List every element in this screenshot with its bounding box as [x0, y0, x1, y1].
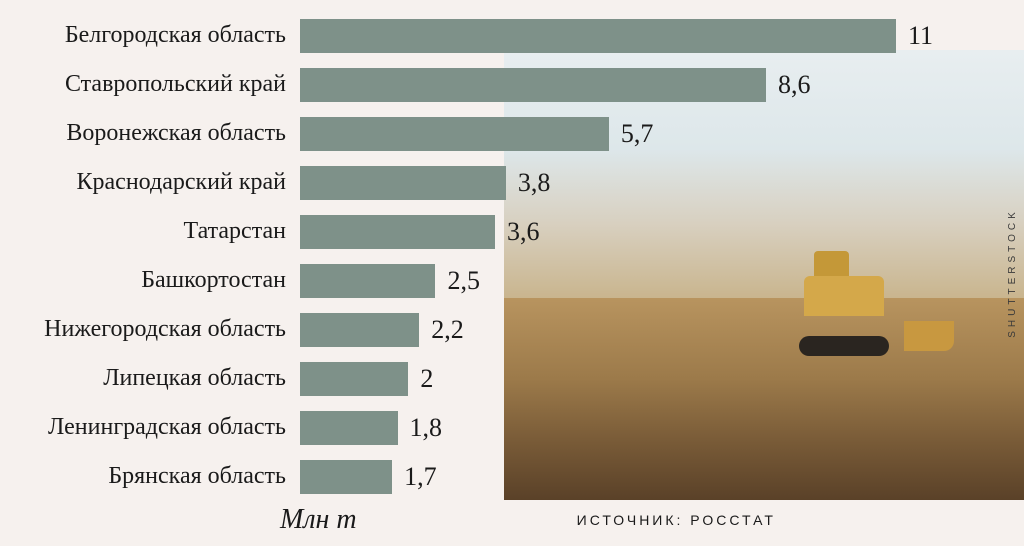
bar-wrap: 11: [300, 19, 950, 53]
photo-credit: SHUTTERSTOCK: [1007, 208, 1018, 338]
region-label: Брянская область: [0, 463, 300, 490]
bar-wrap: 2,5: [300, 264, 950, 298]
bar-row: Ленинградская область 1,8: [0, 404, 950, 451]
bar-wrap: 1,7: [300, 460, 950, 494]
bar: [300, 362, 408, 396]
bar-wrap: 3,8: [300, 166, 950, 200]
bar-wrap: 1,8: [300, 411, 950, 445]
bar-value: 2,5: [447, 266, 480, 296]
bar-value: 5,7: [621, 119, 654, 149]
bar-value: 8,6: [778, 70, 811, 100]
bar-wrap: 2,2: [300, 313, 950, 347]
bar-wrap: 8,6: [300, 68, 950, 102]
region-label: Краснодарский край: [0, 169, 300, 196]
bar: [300, 460, 392, 494]
region-label: Ленинградская область: [0, 414, 300, 441]
region-label: Нижегородская область: [0, 316, 300, 343]
bar: [300, 313, 419, 347]
bar: [300, 68, 766, 102]
region-label: Ставропольский край: [0, 71, 300, 98]
bar: [300, 117, 609, 151]
source-label: ИСТОЧНИК: РОССТАТ: [577, 512, 776, 528]
horizontal-bar-chart: Белгородская область 11 Ставропольский кра…: [0, 12, 950, 502]
region-label: Липецкая область: [0, 365, 300, 392]
bar: [300, 215, 495, 249]
bar-row: Воронежская область 5,7: [0, 110, 950, 157]
chart-footer: Млн т ИСТОЧНИК: РОССТАТ: [280, 504, 980, 536]
bar-wrap: 2: [300, 362, 950, 396]
bar-row: Белгородская область 11: [0, 12, 950, 59]
bar-value: 2,2: [431, 315, 464, 345]
bar-row: Краснодарский край 3,8: [0, 159, 950, 206]
bar-row: Татарстан 3,6: [0, 208, 950, 255]
region-label: Воронежская область: [0, 120, 300, 147]
bar-row: Брянская область 1,7: [0, 453, 950, 500]
bar: [300, 264, 435, 298]
bar: [300, 19, 896, 53]
bar-value: 3,6: [507, 217, 540, 247]
bar-row: Нижегородская область 2,2: [0, 306, 950, 353]
bar-value: 2: [420, 364, 433, 394]
bar-row: Липецкая область 2: [0, 355, 950, 402]
bar-wrap: 5,7: [300, 117, 950, 151]
bar-wrap: 3,6: [300, 215, 950, 249]
region-label: Башкортостан: [0, 267, 300, 294]
bar-row: Ставропольский край 8,6: [0, 61, 950, 108]
bar-value: 1,7: [404, 462, 437, 492]
bar-row: Башкортостан 2,5: [0, 257, 950, 304]
bar-value: 3,8: [518, 168, 551, 198]
bar: [300, 411, 398, 445]
region-label: Татарстан: [0, 218, 300, 245]
bar-value: 1,8: [410, 413, 443, 443]
unit-label: Млн т: [280, 504, 357, 536]
bar-value: 11: [908, 21, 933, 51]
bar: [300, 166, 506, 200]
region-label: Белгородская область: [0, 22, 300, 49]
